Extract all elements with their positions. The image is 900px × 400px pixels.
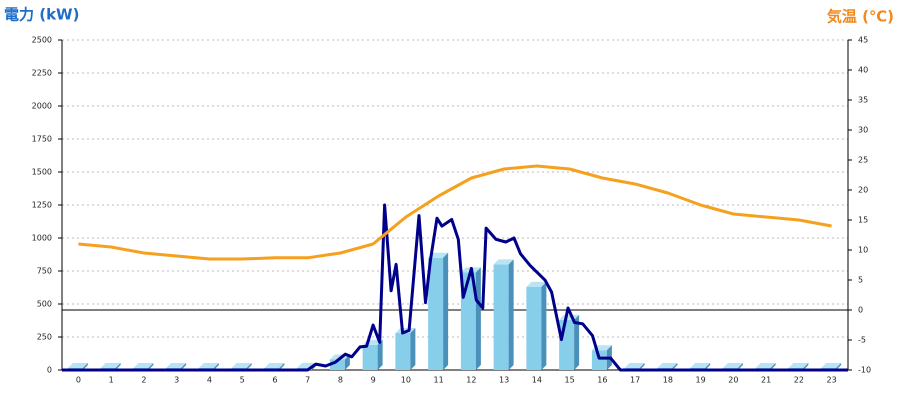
line bbox=[78, 164, 832, 261]
y2-tick-label: 0 bbox=[858, 306, 863, 315]
x-tick-label: 17 bbox=[630, 376, 640, 385]
y2-tick-label: 25 bbox=[858, 156, 868, 165]
x-tick-label: 4 bbox=[207, 376, 212, 385]
y-tick-label: 500 bbox=[37, 300, 52, 309]
bar-top bbox=[428, 252, 449, 258]
bar-top bbox=[100, 363, 121, 368]
x-tick-label: 18 bbox=[663, 376, 673, 385]
bar-top bbox=[788, 363, 809, 368]
bar-top bbox=[67, 363, 88, 368]
y-tick-label: 1250 bbox=[32, 201, 52, 210]
bar-top bbox=[198, 363, 219, 368]
bar-side bbox=[541, 281, 547, 370]
y-tick-label: 1750 bbox=[32, 135, 52, 144]
bar-top bbox=[264, 363, 285, 368]
y2-tick-label: 5 bbox=[858, 276, 863, 285]
bar-side bbox=[181, 363, 187, 370]
bar bbox=[493, 264, 509, 370]
bar bbox=[526, 286, 542, 370]
bar-side bbox=[279, 363, 285, 370]
y2-tick-label: 15 bbox=[858, 216, 868, 225]
x-tick-label: 10 bbox=[401, 376, 411, 385]
bar-side bbox=[639, 363, 645, 370]
bar-side bbox=[672, 363, 678, 370]
bar-side bbox=[213, 363, 219, 370]
bar-side bbox=[377, 339, 383, 370]
y-tick-label: 2250 bbox=[32, 69, 52, 78]
bar-side bbox=[574, 314, 580, 370]
x-tick-label: 16 bbox=[597, 376, 607, 385]
x-tick-label: 6 bbox=[272, 376, 277, 385]
y-tick-label: 750 bbox=[37, 267, 52, 276]
y-tick-label: 0 bbox=[47, 366, 52, 375]
bar-side bbox=[443, 252, 449, 370]
y2-tick-label: -10 bbox=[858, 366, 871, 375]
y-tick-label: 250 bbox=[37, 333, 52, 342]
x-tick-label: 22 bbox=[794, 376, 804, 385]
x-tick-label: 15 bbox=[565, 376, 575, 385]
bar-top bbox=[690, 363, 711, 368]
bar-side bbox=[508, 259, 514, 370]
bar-top bbox=[231, 363, 252, 368]
bar bbox=[329, 359, 345, 370]
bar bbox=[362, 344, 378, 370]
x-tick-label: 7 bbox=[305, 376, 310, 385]
y2-tick-label: 45 bbox=[858, 36, 868, 45]
line bbox=[62, 203, 848, 372]
y2-tick-label: 30 bbox=[858, 126, 868, 135]
x-tick-label: 23 bbox=[827, 376, 837, 385]
bar-top bbox=[133, 363, 154, 368]
y-tick-label: 2000 bbox=[32, 102, 52, 111]
x-tick-label: 19 bbox=[696, 376, 706, 385]
bar bbox=[559, 319, 575, 370]
y2-tick-label: 20 bbox=[858, 186, 868, 195]
bar-top bbox=[493, 259, 514, 265]
bar-side bbox=[770, 363, 776, 370]
x-tick-label: 3 bbox=[174, 376, 179, 385]
y-tick-label: 1000 bbox=[32, 234, 52, 243]
bar-side bbox=[115, 363, 121, 370]
y2-tick-label: 10 bbox=[858, 246, 868, 255]
bar-side bbox=[246, 363, 252, 370]
x-tick-label: 20 bbox=[728, 376, 738, 385]
bar bbox=[591, 350, 607, 370]
x-tick-label: 14 bbox=[532, 376, 542, 385]
x-tick-label: 2 bbox=[141, 376, 146, 385]
bar-top bbox=[657, 363, 678, 368]
x-tick-label: 12 bbox=[466, 376, 476, 385]
bar-top bbox=[166, 363, 187, 368]
bar-side bbox=[836, 363, 842, 370]
bar-side bbox=[737, 363, 743, 370]
bar-side bbox=[82, 363, 88, 370]
bar bbox=[428, 257, 444, 370]
bar-side bbox=[803, 363, 809, 370]
x-tick-label: 8 bbox=[338, 376, 343, 385]
bar-side bbox=[344, 354, 350, 370]
x-tick-label: 9 bbox=[371, 376, 376, 385]
bar-top bbox=[624, 363, 645, 368]
bar-top bbox=[755, 363, 776, 368]
x-tick-label: 13 bbox=[499, 376, 509, 385]
x-tick-label: 5 bbox=[240, 376, 245, 385]
y2-axis-title: 気温 (℃) bbox=[827, 8, 894, 26]
bar-side bbox=[705, 363, 711, 370]
bar-top bbox=[526, 281, 547, 287]
x-tick-label: 0 bbox=[76, 376, 81, 385]
x-tick-label: 11 bbox=[434, 376, 444, 385]
y-axis-title: 電力 (kW) bbox=[4, 6, 79, 24]
x-tick-label: 1 bbox=[109, 376, 114, 385]
y2-tick-label: 35 bbox=[858, 96, 868, 105]
bar-top bbox=[722, 363, 743, 368]
y-tick-label: 2500 bbox=[32, 36, 52, 45]
bar-top bbox=[821, 363, 842, 368]
bar-side bbox=[148, 363, 154, 370]
bar-side bbox=[475, 267, 481, 370]
x-tick-label: 21 bbox=[761, 376, 771, 385]
y-tick-label: 1500 bbox=[32, 168, 52, 177]
bar bbox=[395, 333, 411, 370]
bar-side bbox=[410, 328, 416, 370]
y2-tick-label: -5 bbox=[858, 336, 866, 345]
y2-tick-label: 40 bbox=[858, 66, 868, 75]
